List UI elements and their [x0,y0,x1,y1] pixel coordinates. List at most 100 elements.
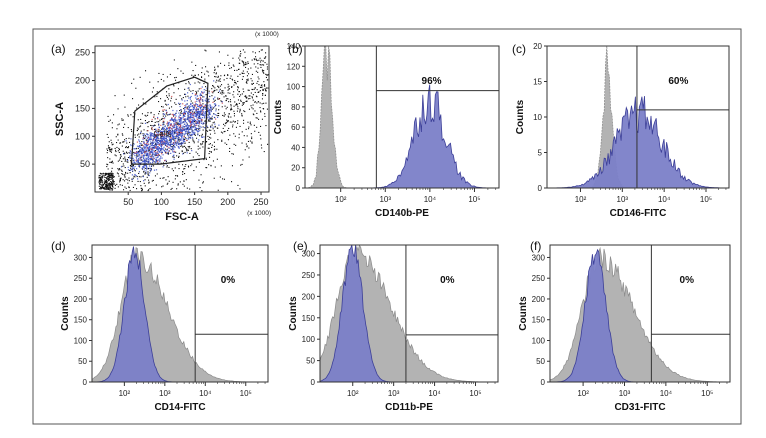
x-tick-label: 200 [220,197,235,207]
panel-label: (d) [51,239,66,253]
x-tick-label: 10³ [159,389,171,398]
panel-label: (c) [512,42,526,56]
plot-frame [319,244,499,383]
scatter-points [98,49,269,192]
y-tick-label: 250 [74,274,88,283]
gate-percent: 96% [422,76,442,87]
x-tick-label: 150 [187,197,202,207]
y-axis-label: Counts [273,99,284,134]
x-tick-label: 10³ [617,195,629,204]
x-tick-label: 100 [154,197,169,207]
y-axis-label: Counts [518,296,529,331]
stained-histogram [547,96,729,189]
panel-d: (d) 0% 10² 10³ 10⁴ 10⁵ 0 50 100 150 200 250 300 Count… [51,239,269,413]
y-tick-label: 50 [80,159,90,169]
y-tick-label: 100 [287,83,301,92]
panel-e: (e) 0% 10² 10³ 10⁴ 10⁵ 0 50 100 150 200 250 300 Count… [288,239,499,413]
y-tick-label: 250 [75,48,90,58]
y-tick-label: 250 [532,274,546,283]
x-tick-label: 10² [577,389,589,398]
y-axis-label: Counts [515,99,526,134]
x-axis-label: FSC-A [165,211,199,223]
x-tick-label: 10⁵ [468,195,480,204]
x-tick-label: 10⁵ [240,389,252,398]
y-tick-label: 15 [533,78,542,87]
plot-frame [304,45,500,189]
panel-c: (c) 60% 10² 10³ 10⁴ 10⁵ 0 5 10 15 20 Counts CD146-FI… [512,42,730,219]
x-tick-label: 10² [347,389,359,398]
y-tick-label: 20 [291,164,300,173]
y-tick-label: 40 [291,143,300,152]
x-tick-label: 10⁵ [469,389,481,398]
figure-border [32,28,742,425]
y-tick-label: 50 [78,357,87,366]
gate-percent: 0% [680,275,695,286]
x-tick-label: 10⁴ [660,389,673,398]
x-tick-label: 10² [335,195,347,204]
y-tick-label: 150 [532,316,546,325]
y-tick-label: 100 [74,336,88,345]
y-tick-label: 0 [541,378,546,387]
gate-polygon [130,76,209,165]
plot-frame [91,244,269,383]
x-axis-label: CD11b-PE [385,402,433,413]
x-tick-label: 10⁴ [428,389,441,398]
x-axis-label: CD14-FITC [154,402,205,413]
x-tick-label: 10⁴ [658,195,671,204]
y-tick-label: 20 [533,42,542,51]
y-tick-label: 100 [532,336,546,345]
y-tick-label: 0 [83,378,88,387]
y-tick-label: 0 [311,378,316,387]
x-unit: (x 1000) [247,210,271,217]
gate-label: Cells [153,129,171,138]
y-tick-label: 200 [75,76,90,86]
y-tick-label: 50 [306,357,315,366]
x-axis-label: CD31-FITC [614,402,665,413]
y-tick-label: 0 [538,184,543,193]
plot-frame [94,45,270,193]
x-tick-label: 10³ [379,195,391,204]
y-tick-label: 5 [538,149,543,158]
y-tick-label: 300 [532,253,546,262]
x-axis-label: CD146-FITC [610,208,667,219]
y-tick-label: 100 [302,335,316,344]
plot-frame [549,244,731,383]
y-tick-label: 300 [74,253,88,262]
x-tick-label: 10³ [619,389,631,398]
panel-label: (f) [530,239,541,253]
panel-a: (a) Cells 50 100 150 200 250 50 100 150 200 250 (x 1… [51,31,279,223]
panel-label: (b) [288,42,303,56]
x-tick-label: 10⁵ [701,389,713,398]
x-tick-label: 10³ [388,389,400,398]
panel-label: (a) [51,42,66,56]
y-unit: (x 1000) [255,31,279,38]
y-tick-label: 50 [536,357,545,366]
y-tick-label: 10 [533,113,542,122]
y-axis-label: Counts [288,296,299,331]
y-tick-label: 150 [74,316,88,325]
panel-label: (e) [293,239,308,253]
gate-percent: 0% [440,275,455,286]
y-tick-label: 250 [302,271,316,280]
panel-b: (b) 96% 10² 10³ 10⁴ 10⁵ 0 20 40 60 80 100 120 140 Coun… [273,42,500,219]
y-tick-label: 0 [296,184,301,193]
y-tick-label: 150 [302,314,316,323]
gate-percent: 60% [668,76,688,87]
y-tick-label: 140 [287,42,301,51]
x-tick-label: 10⁴ [199,389,212,398]
y-tick-label: 300 [302,250,316,259]
panel-f: (f) 0% 10² 10³ 10⁴ 10⁵ 0 50 100 150 200 250 300 Count… [518,239,731,413]
y-tick-label: 120 [287,62,301,71]
y-tick-label: 200 [302,292,316,301]
x-tick-label: 10⁵ [700,195,712,204]
y-axis-label: Counts [60,296,71,331]
y-tick-label: 80 [291,103,300,112]
x-tick-label: 10² [575,195,587,204]
x-tick-label: 10² [119,389,131,398]
x-axis-label: CD140b-PE [375,208,429,219]
x-tick-label: 10⁴ [424,195,437,204]
y-tick-label: 200 [532,295,546,304]
y-tick-label: 100 [75,131,90,141]
